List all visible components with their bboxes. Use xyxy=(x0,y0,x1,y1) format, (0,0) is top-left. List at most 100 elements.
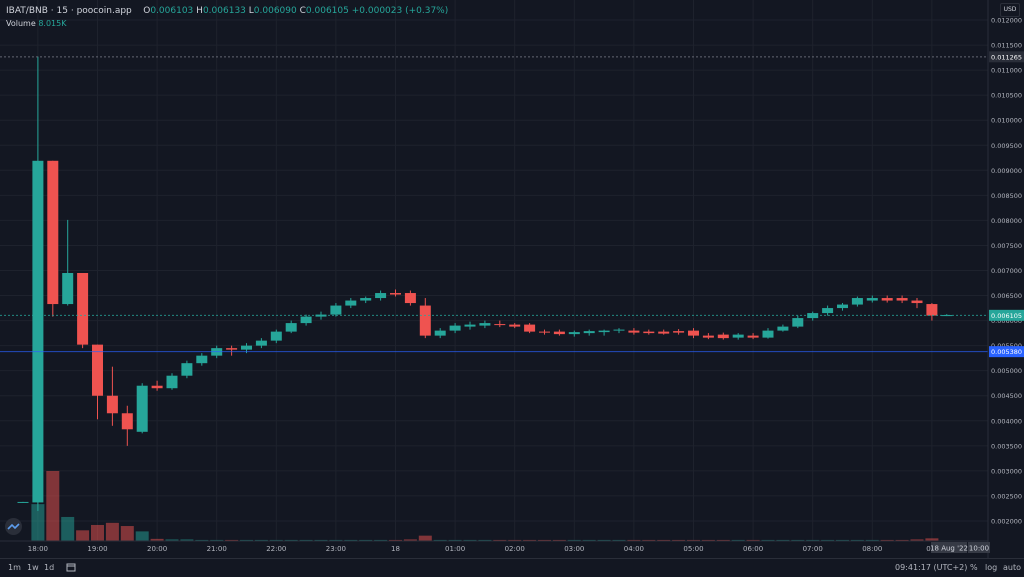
candle-body xyxy=(106,395,118,414)
price-tick-label: 0.008500 xyxy=(991,192,1022,200)
log-toggle[interactable]: log xyxy=(985,563,998,572)
candle-body xyxy=(255,340,267,346)
candle-body xyxy=(613,329,625,331)
tradingview-logo-icon[interactable] xyxy=(5,518,22,535)
volume-bar xyxy=(180,539,194,541)
range-1w-button[interactable]: 1w xyxy=(27,563,39,572)
candle-body xyxy=(47,160,59,305)
volume-bar xyxy=(597,539,611,541)
candle-body xyxy=(360,298,372,301)
calendar-icon[interactable] xyxy=(66,562,76,574)
candle-body xyxy=(598,330,610,333)
date-marker: 18 Aug '22 xyxy=(930,545,968,553)
date-marker-box xyxy=(931,542,967,553)
candle-body xyxy=(911,300,923,304)
time-marker-box xyxy=(968,542,990,553)
price-axis-ticks: 0.002000 0.002500 0.003000 0.003500 0.004000… xyxy=(991,17,1022,526)
candle-body xyxy=(658,331,670,334)
volume-bar xyxy=(716,539,730,541)
candle-body xyxy=(539,331,550,333)
time-tick-label: 03:00 xyxy=(564,545,584,553)
range-1d-button[interactable]: 1d xyxy=(44,563,55,572)
candle-body xyxy=(851,298,863,305)
candle-body xyxy=(285,323,297,332)
volume-bar xyxy=(791,539,805,541)
price-tick-label: 0.005500 xyxy=(991,342,1022,350)
interval-label[interactable]: 15 xyxy=(56,6,68,16)
price-label-text: 0.005380 xyxy=(991,348,1022,356)
candle-body xyxy=(524,324,536,332)
volume-bar xyxy=(627,539,641,541)
candle-body xyxy=(434,330,446,336)
range-1m-button[interactable]: 1m xyxy=(8,563,21,572)
clock-label[interactable]: 09:41:17 (UTC+2) xyxy=(895,563,968,572)
candle-body xyxy=(673,331,685,333)
volume-bar xyxy=(508,539,522,541)
candle-body xyxy=(330,305,342,315)
time-tick-label: 05:00 xyxy=(683,545,703,553)
time-tick-label: 04:00 xyxy=(624,545,644,553)
volume-bar xyxy=(776,539,790,541)
volume-bar xyxy=(925,538,939,541)
price-lines xyxy=(0,56,988,353)
candle-body xyxy=(241,345,252,350)
symbol-label[interactable]: IBAT/BNB xyxy=(6,6,48,16)
candle-body xyxy=(732,334,744,338)
time-tick-label: 01:00 xyxy=(445,545,465,553)
candle-body xyxy=(568,332,580,335)
volume-bar xyxy=(210,539,224,541)
volume-bar xyxy=(538,539,551,541)
percent-toggle[interactable]: % xyxy=(970,563,978,572)
low-label: L xyxy=(248,6,254,16)
volume-bar xyxy=(329,539,343,541)
volume-bar xyxy=(523,539,537,541)
volume-bar xyxy=(299,539,313,541)
candle-body xyxy=(792,318,804,327)
volume-bar xyxy=(552,539,566,541)
candle-body xyxy=(881,298,893,301)
volume-bar xyxy=(567,539,581,541)
candle-body xyxy=(494,324,506,326)
volume-bar xyxy=(254,539,268,541)
time-tick-label: 06:00 xyxy=(743,545,763,553)
volume-bar xyxy=(478,539,492,541)
candle-body xyxy=(688,330,699,336)
price-tick-label: 0.003000 xyxy=(991,467,1022,475)
candle-body xyxy=(717,334,729,339)
price-tick-label: 0.007000 xyxy=(991,267,1022,275)
price-axis-panel[interactable] xyxy=(988,0,1024,558)
volume-bar xyxy=(359,539,373,541)
volume-bar xyxy=(120,526,134,541)
volume-bar xyxy=(433,539,447,541)
candle-body xyxy=(643,331,655,334)
candle-body xyxy=(77,273,89,345)
volume-bar xyxy=(284,539,298,541)
candle-body xyxy=(181,363,193,376)
volume-bar xyxy=(672,539,686,541)
volume-bar xyxy=(225,539,239,541)
candle-body xyxy=(583,331,595,334)
candle-body xyxy=(390,293,401,295)
currency-button[interactable]: USD xyxy=(1000,3,1020,17)
auto-toggle[interactable]: auto xyxy=(1003,563,1022,572)
volume-bar xyxy=(314,539,328,541)
candle-body xyxy=(449,325,461,331)
price-tick-label: 0.006500 xyxy=(991,292,1022,300)
open-value: 0.006103 xyxy=(150,6,194,16)
time-tick-label: 02:00 xyxy=(505,545,525,553)
price-label-box xyxy=(989,51,1024,63)
volume-bar xyxy=(746,539,760,541)
chart-header: IBAT/BNB · 15 · poocoin.app O0.006103 H0… xyxy=(6,6,449,16)
price-tick-label: 0.004000 xyxy=(991,417,1022,425)
volume-bar xyxy=(269,539,283,541)
candle-body xyxy=(136,385,148,432)
time-tick-label: 23:00 xyxy=(326,545,346,553)
candle-body xyxy=(822,308,834,314)
volume-bar xyxy=(76,530,90,541)
volume-bar xyxy=(895,539,909,541)
price-tick-label: 0.009500 xyxy=(991,142,1022,150)
candle-body xyxy=(345,300,357,306)
price-tick-label: 0.005000 xyxy=(991,367,1022,375)
time-tick-label: 18 xyxy=(391,545,400,553)
